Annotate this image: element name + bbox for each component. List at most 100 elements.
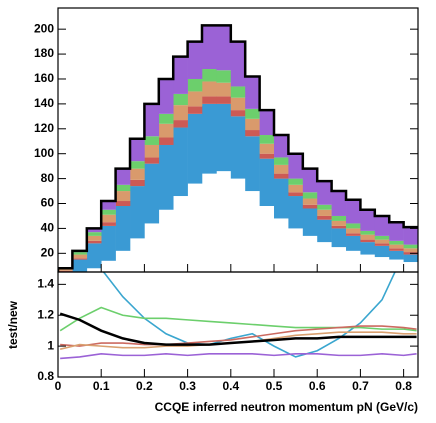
hist-segment — [158, 209, 174, 272]
ratio-line — [60, 353, 417, 360]
hist-segment — [158, 113, 174, 124]
x-tick-label: 0.5 — [266, 379, 283, 393]
hist-segment — [72, 254, 88, 259]
x-tick-label: 0.3 — [179, 379, 196, 393]
hist-segment — [403, 244, 418, 249]
hist-segment — [403, 248, 418, 253]
hist-segment — [403, 262, 418, 272]
hist-segment — [360, 239, 376, 243]
hist-segment — [259, 110, 275, 136]
hist-segment — [259, 135, 275, 144]
ratio-plot — [59, 272, 417, 360]
hist-segment — [115, 191, 131, 202]
y-tick-label: 1.2 — [37, 307, 54, 321]
y-tick-label: 140 — [34, 96, 54, 110]
hist-segment — [144, 144, 160, 158]
hist-segment — [173, 196, 188, 272]
x-tick-label: 0.1 — [93, 379, 110, 393]
hist-segment — [101, 209, 116, 215]
hist-segment — [187, 41, 203, 79]
hist-segment — [201, 173, 217, 272]
hist-segment — [288, 178, 304, 185]
hist-segment — [302, 235, 318, 272]
hist-segment — [201, 25, 217, 70]
hist-segment — [346, 250, 361, 272]
hist-segment — [101, 260, 116, 272]
hist-segment — [216, 70, 232, 83]
hist-segment — [115, 168, 131, 185]
hist-segment — [346, 223, 361, 229]
axes: test/new CCQE inferred neutron momentum … — [6, 7, 419, 414]
hist-segment — [288, 192, 304, 197]
hist-segment — [201, 81, 217, 97]
hist-segment — [230, 97, 246, 111]
hist-segment — [374, 245, 390, 258]
hist-segment — [403, 227, 418, 245]
hist-segment — [115, 184, 131, 192]
hist-segment — [389, 222, 404, 241]
hist-segment — [331, 228, 347, 248]
hist-segment — [346, 235, 361, 251]
hist-segment — [173, 105, 188, 121]
x-axis-label: CCQE inferred neutron momentum pN (GeV/c… — [155, 400, 418, 414]
hist-segment — [331, 225, 347, 229]
hist-segment — [346, 233, 361, 236]
hist-segment — [58, 272, 73, 278]
x-tick-label: 0.2 — [136, 379, 153, 393]
hist-segment — [374, 243, 390, 246]
y-axis-label: test/new — [6, 300, 20, 349]
hist-segment — [201, 69, 217, 82]
hist-segment — [72, 259, 88, 272]
hist-segment — [86, 235, 102, 241]
hist-segment — [302, 168, 318, 193]
hist-segment — [245, 118, 260, 131]
hist-segment — [187, 113, 203, 184]
ratio-line — [60, 325, 417, 347]
hist-segment — [274, 178, 289, 219]
x-tick-label: 0.6 — [309, 379, 326, 393]
y-tick-label: 160 — [34, 71, 54, 85]
x-tick-label: 0.8 — [395, 379, 412, 393]
hist-segment — [130, 238, 145, 272]
hist-segment — [86, 232, 102, 236]
hist-segment — [144, 157, 160, 164]
y-tick-label: 60 — [41, 196, 55, 210]
hist-segment — [331, 215, 347, 221]
hist-segment — [216, 82, 232, 97]
hist-segment — [389, 259, 404, 272]
hist-segment — [302, 198, 318, 205]
hist-segment — [245, 108, 260, 119]
hist-segment — [187, 78, 203, 92]
hist-segment — [101, 225, 116, 261]
hist-segment — [360, 209, 376, 231]
hist-segment — [58, 269, 73, 271]
hist-segment — [374, 215, 390, 236]
hist-segment — [72, 258, 88, 260]
ratio-line — [102, 272, 396, 358]
y-tick-label: 80 — [41, 171, 55, 185]
hist-segment — [101, 214, 116, 223]
x-tick-label: 0.7 — [352, 379, 369, 393]
y-tick-label: 0.8 — [37, 369, 54, 383]
hist-segment — [274, 157, 289, 165]
y-tick-label: 180 — [34, 46, 54, 60]
hist-segment — [259, 153, 275, 159]
hist-segment — [144, 163, 160, 224]
ratio-frame — [57, 271, 419, 378]
hist-segment — [331, 191, 347, 216]
y-tick-label: 120 — [34, 121, 54, 135]
hist-segment — [317, 219, 332, 243]
top-plot — [58, 24, 418, 278]
hist-segment — [86, 240, 102, 244]
hist-segment — [389, 240, 404, 245]
hist-segment — [302, 192, 318, 199]
hist-segment — [317, 242, 332, 272]
hist-segment — [317, 181, 332, 205]
hist-segment — [216, 96, 232, 104]
hist-segment — [360, 242, 376, 255]
hist-segment — [389, 248, 404, 251]
hist-segment — [274, 135, 289, 158]
hist-segment — [288, 184, 304, 193]
